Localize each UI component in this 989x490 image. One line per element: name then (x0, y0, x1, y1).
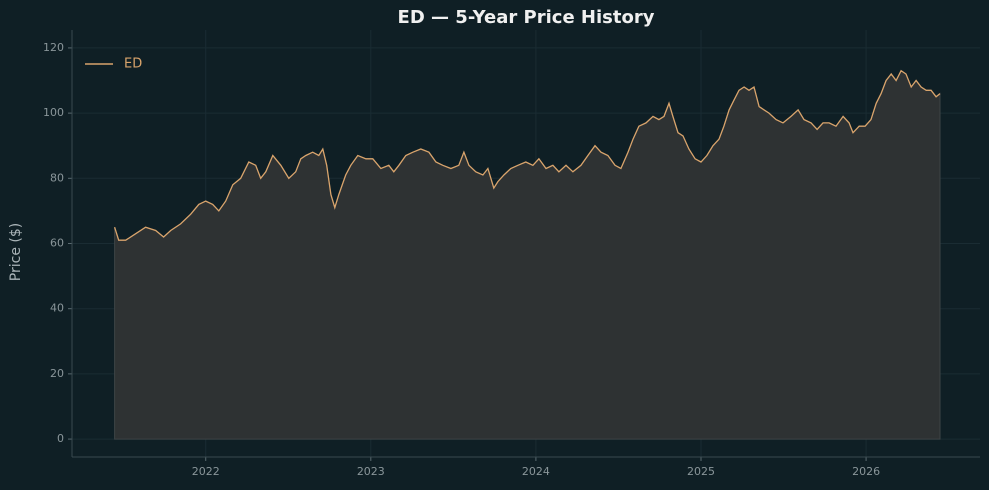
y-tick-label: 100 (43, 106, 64, 119)
area (114, 69, 941, 440)
y-tick-label: 60 (50, 237, 64, 250)
x-tick-label: 2023 (357, 465, 385, 478)
y-tick-label: 120 (43, 41, 64, 54)
y-tick-label: 0 (57, 432, 64, 445)
x-tick-label: 2025 (687, 465, 715, 478)
x-tick-label: 2024 (522, 465, 550, 478)
y-tick-label: 40 (50, 302, 64, 315)
line (113, 69, 941, 241)
x-tick-label: 2026 (852, 465, 880, 478)
x-tick-label: 2022 (192, 465, 220, 478)
chart-title: ED — 5-Year Price History (398, 7, 655, 28)
y-tick-label: 20 (50, 367, 64, 380)
y-tick-label: 80 (50, 171, 64, 184)
legend-label: ED (124, 57, 142, 72)
y-axis-label: Price ($) (8, 223, 24, 281)
